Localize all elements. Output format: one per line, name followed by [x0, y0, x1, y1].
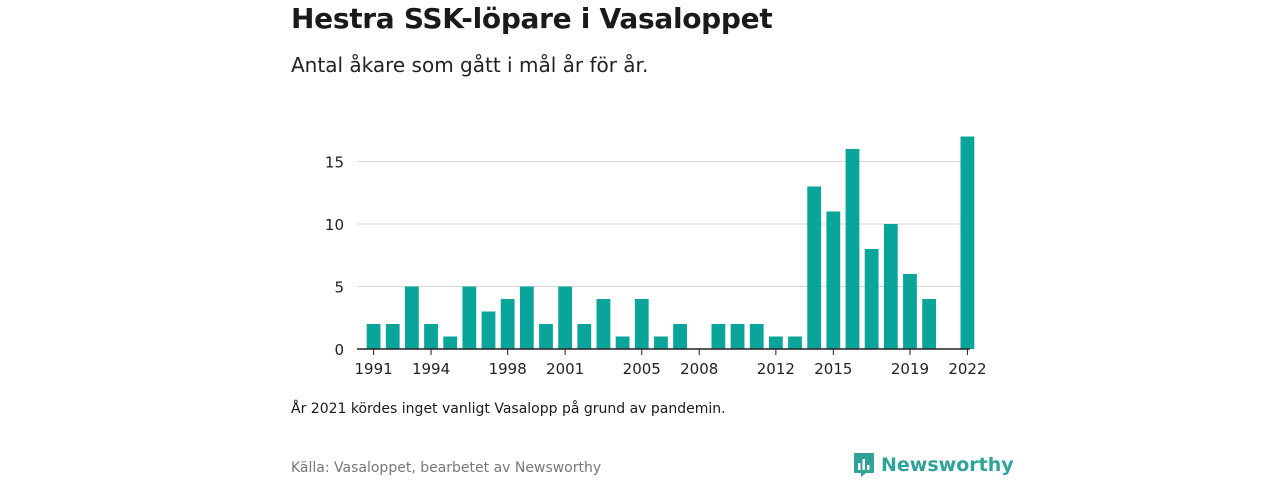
bar-2013 [788, 336, 802, 349]
x-tick-label: 2022 [948, 360, 986, 378]
bars [366, 136, 975, 349]
bar-2011 [749, 324, 764, 349]
x-tick-label: 2005 [623, 360, 661, 378]
x-tick-label: 2001 [546, 360, 584, 378]
newsworthy-logo-icon [854, 453, 874, 477]
bar-1992 [385, 324, 400, 349]
x-tick-label: 2015 [814, 360, 852, 378]
x-tick-label: 1991 [354, 360, 392, 378]
y-tick-label: 0 [334, 341, 344, 359]
bar-2016 [845, 149, 860, 349]
x-tick-label: 2008 [680, 360, 718, 378]
bar-2001 [558, 286, 573, 349]
brand-name: Newsworthy [881, 454, 1014, 476]
bar-2022 [960, 136, 975, 349]
bar-1997 [481, 311, 496, 349]
bar-2015 [826, 211, 841, 349]
bar-2003 [596, 299, 611, 349]
bar-1994 [424, 324, 438, 349]
bar-1991 [366, 324, 381, 349]
x-ticks [373, 349, 968, 355]
bar-2005 [634, 299, 649, 349]
y-tick-label: 10 [325, 216, 344, 234]
bar-2020 [922, 299, 937, 349]
bar-1998 [500, 299, 515, 349]
bar-1995 [443, 336, 458, 349]
bar-1993 [404, 286, 419, 349]
bar-2009 [711, 324, 726, 349]
bar-2010 [730, 324, 745, 349]
y-tick-label: 15 [325, 154, 344, 172]
chart-note: År 2021 kördes inget vanligt Vasalopp på… [291, 401, 726, 417]
bar-2014 [807, 186, 822, 349]
bar-2019 [903, 274, 917, 349]
bar-2002 [577, 324, 592, 349]
bar-2018 [883, 224, 898, 349]
y-tick-label: 5 [334, 279, 344, 297]
bar-2012 [768, 336, 783, 349]
x-tick-label: 1994 [412, 360, 450, 378]
bar-1996 [462, 286, 477, 349]
y-tick-labels: 0 5 10 15 [325, 154, 344, 360]
brand-logo: Newsworthy [853, 452, 1014, 478]
chart-subtitle: Antal åkare som gått i mål år för år. [291, 53, 649, 77]
chart-title: Hestra SSK-löpare i Vasaloppet [291, 2, 773, 35]
x-tick-label: 1998 [489, 360, 527, 378]
bar-2007 [673, 324, 687, 349]
bar-2004 [615, 336, 630, 349]
x-tick-label: 2012 [757, 360, 795, 378]
bar-1999 [519, 286, 534, 349]
x-tick-label: 2019 [891, 360, 929, 378]
bar-2017 [864, 249, 879, 349]
bar-chart: 0 5 10 15 1991 1994 1998 2001 2005 2008 2012 2015 2… [325, 136, 987, 378]
source-text: Källa: Vasaloppet, bearbetet av Newswort… [291, 460, 602, 476]
bar-2000 [539, 324, 553, 349]
x-tick-labels: 1991 1994 1998 2001 2005 2008 2012 2015 2019 2022 [354, 360, 986, 378]
bar-2006 [654, 336, 668, 349]
